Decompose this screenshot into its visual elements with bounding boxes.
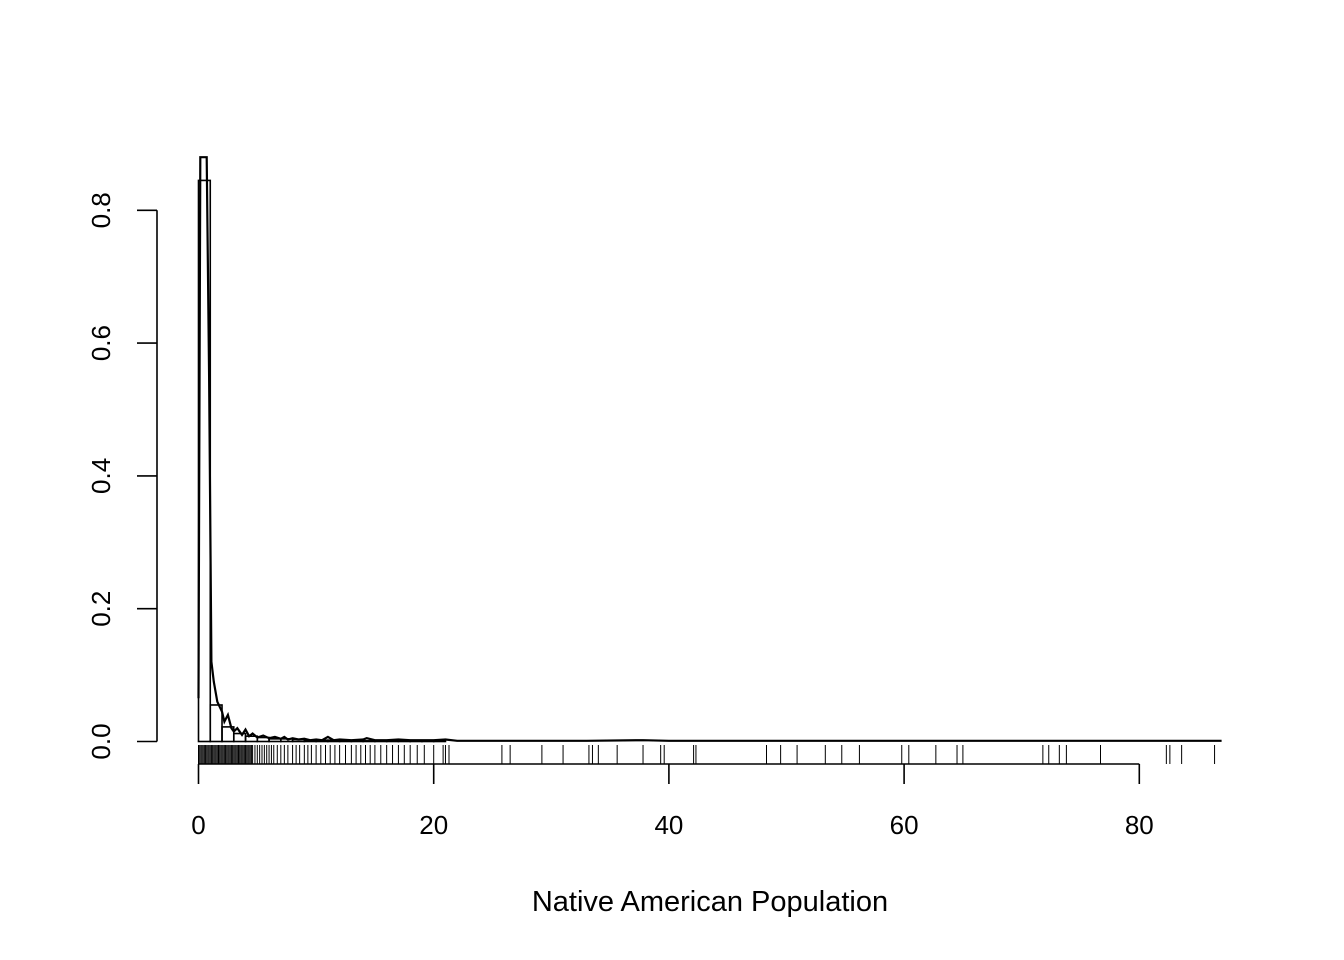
x-tick-label-3: 60 [890, 810, 919, 840]
histogram-bar-3 [232, 732, 247, 743]
y-tick-label-0: 0.0 [86, 723, 116, 759]
histogram-bar-14 [362, 740, 376, 743]
x-tick-label-4: 80 [1125, 810, 1154, 840]
rug-marks [198, 745, 1216, 764]
y-tick-label-2: 0.4 [86, 458, 116, 494]
y-axis: 0.0 0.2 0.4 0.6 0.8 [86, 192, 158, 760]
y-tick-label-1: 0.2 [86, 591, 116, 627]
y-tick-label-4: 0.8 [86, 192, 116, 228]
density-curve-layer [197, 156, 1222, 742]
y-tick-label-3: 0.6 [86, 325, 116, 361]
x-axis-title: Native American Population [532, 886, 888, 918]
x-tick-label-1: 20 [419, 810, 448, 840]
histogram-bar-1 [209, 704, 223, 743]
density-curve [197, 156, 1222, 742]
x-axis: 0 20 40 60 80 [191, 763, 1154, 840]
histogram-bars [197, 179, 447, 743]
x-tick-label-2: 40 [654, 810, 683, 840]
x-tick-label-0: 0 [191, 810, 205, 840]
